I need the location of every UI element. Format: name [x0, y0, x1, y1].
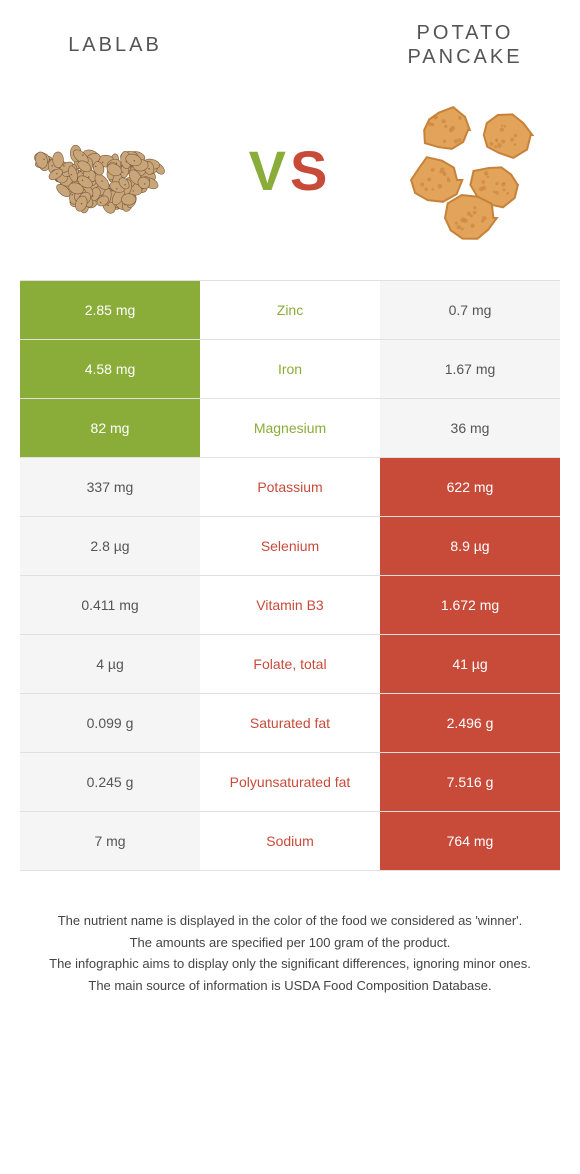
nutrient-label: Polyunsaturated fat [200, 753, 380, 811]
left-value: 0.099 g [20, 694, 200, 752]
table-row: 2.8 µgSelenium8.9 µg [20, 517, 560, 576]
header: LABLAB POTATO PANCAKE [0, 0, 580, 70]
table-row: 0.245 gPolyunsaturated fat7.516 g [20, 753, 560, 812]
footer-line: The main source of information is USDA F… [30, 976, 550, 996]
footer-line: The amounts are specified per 100 gram o… [30, 933, 550, 953]
table-row: 4 µgFolate, total41 µg [20, 635, 560, 694]
right-title: POTATO PANCAKE [360, 21, 570, 69]
left-value: 337 mg [20, 458, 200, 516]
table-row: 337 mgPotassium622 mg [20, 458, 560, 517]
right-value: 764 mg [380, 812, 560, 870]
lablab-image [30, 100, 180, 240]
nutrient-label: Zinc [200, 281, 380, 339]
footer-line: The infographic aims to display only the… [30, 954, 550, 974]
nutrient-label: Folate, total [200, 635, 380, 693]
left-value: 0.411 mg [20, 576, 200, 634]
nutrient-label: Magnesium [200, 399, 380, 457]
comparison-table: 2.85 mgZinc0.7 mg4.58 mgIron1.67 mg82 mg… [20, 280, 560, 871]
footer-line: The nutrient name is displayed in the co… [30, 911, 550, 931]
left-value: 7 mg [20, 812, 200, 870]
left-value: 4.58 mg [20, 340, 200, 398]
nutrient-label: Iron [200, 340, 380, 398]
right-value: 1.67 mg [380, 340, 560, 398]
right-value: 1.672 mg [380, 576, 560, 634]
nutrient-label: Vitamin B3 [200, 576, 380, 634]
left-value: 2.8 µg [20, 517, 200, 575]
right-value: 36 mg [380, 399, 560, 457]
right-value: 622 mg [380, 458, 560, 516]
footer-notes: The nutrient name is displayed in the co… [30, 911, 550, 995]
images-row: VS [0, 70, 580, 280]
right-value: 41 µg [380, 635, 560, 693]
nutrient-label: Potassium [200, 458, 380, 516]
table-row: 0.411 mgVitamin B31.672 mg [20, 576, 560, 635]
right-value: 7.516 g [380, 753, 560, 811]
right-value: 2.496 g [380, 694, 560, 752]
left-value: 4 µg [20, 635, 200, 693]
left-value: 0.245 g [20, 753, 200, 811]
vs-label: VS [249, 138, 332, 203]
table-row: 4.58 mgIron1.67 mg [20, 340, 560, 399]
nutrient-label: Selenium [200, 517, 380, 575]
left-value: 2.85 mg [20, 281, 200, 339]
right-value: 0.7 mg [380, 281, 560, 339]
table-row: 7 mgSodium764 mg [20, 812, 560, 871]
nutrient-label: Saturated fat [200, 694, 380, 752]
table-row: 0.099 gSaturated fat2.496 g [20, 694, 560, 753]
left-value: 82 mg [20, 399, 200, 457]
right-value: 8.9 µg [380, 517, 560, 575]
potato-pancake-image [400, 100, 550, 240]
table-row: 2.85 mgZinc0.7 mg [20, 281, 560, 340]
nutrient-label: Sodium [200, 812, 380, 870]
left-title: LABLAB [10, 33, 220, 57]
table-row: 82 mgMagnesium36 mg [20, 399, 560, 458]
